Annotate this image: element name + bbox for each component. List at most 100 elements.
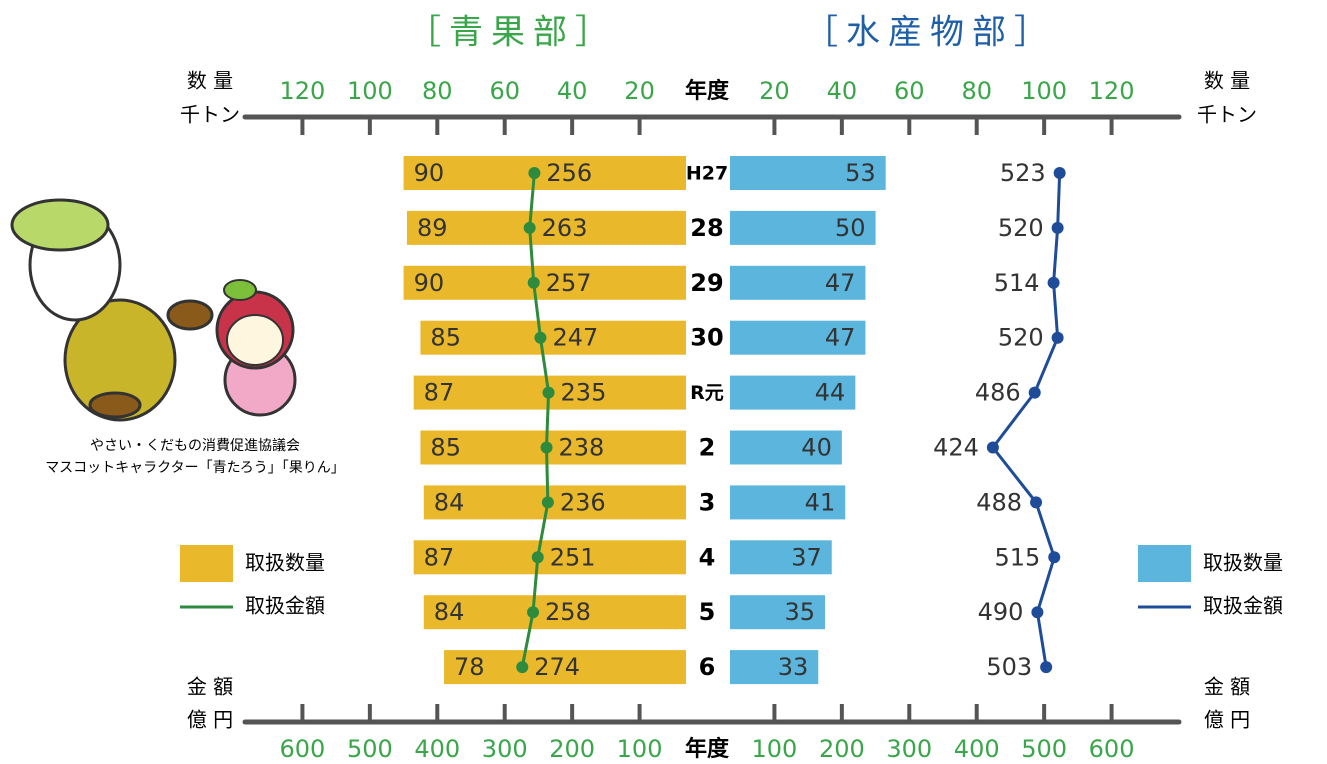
value-label: 256 [546,159,592,187]
tick-label: 20 [624,77,655,105]
value-label: 490 [978,598,1024,626]
value-label: 486 [975,379,1021,407]
center-label: 年度 [685,736,730,762]
bar [730,210,876,245]
tick-label: 500 [1021,735,1067,763]
bar [730,375,856,410]
point [542,386,555,399]
value-label: 520 [998,324,1044,352]
legend-swatch [180,545,233,582]
value-label: 258 [545,598,591,626]
bar [730,485,846,520]
tick-label: 40 [827,77,858,105]
point [1030,496,1043,509]
caption: マスコットキャラクター「青たろう」「果りん」 [45,460,345,476]
point [1051,331,1064,344]
tick-label: 60 [489,77,520,105]
legend-label: 取扱数量 [245,551,325,575]
point [986,441,999,454]
tick-label: 100 [1021,77,1067,105]
bar [406,210,686,245]
value-label: 523 [1000,159,1046,187]
legend-label: 取扱数量 [1203,551,1283,575]
value-label: 274 [534,653,580,681]
category-label: 29 [690,269,723,297]
bar [730,156,886,190]
category-label: 5 [699,598,716,626]
value-label: 85 [430,434,461,462]
legend-label: 取扱金額 [245,594,325,618]
value-label: 514 [994,269,1040,297]
point [1028,386,1041,399]
value-label: 50 [835,214,866,242]
point [540,441,553,454]
value-label: 37 [791,543,822,571]
value-label: 87 [424,543,455,571]
value-label: 53 [845,159,876,187]
category-label: 3 [699,488,716,516]
value-label: 90 [414,159,445,187]
value-label: 35 [784,598,815,626]
value-label: 236 [560,488,606,516]
value-label: 47 [825,269,856,297]
point [527,606,540,619]
point [1040,661,1053,674]
category-label: 28 [690,214,723,242]
tick-label: 400 [954,735,1000,763]
axis-label: 億 円 [1204,708,1250,732]
value-label: 33 [778,653,809,681]
tick-label: 600 [1089,735,1135,763]
point [1051,221,1064,234]
point [516,661,529,674]
tick-label: 200 [549,735,595,763]
axis-label: 億 円 [187,708,233,732]
legend-label: 取扱金額 [1203,594,1283,618]
axis-label: 金 額 [1204,675,1250,699]
tick-label: 120 [280,77,326,105]
value-label: 78 [454,653,485,681]
value-label: 89 [417,214,448,242]
category-label: 30 [690,324,723,352]
bar [423,595,686,630]
axis-label: 数 量 [1204,69,1250,93]
tick-label: 100 [752,735,798,763]
tick-label: 120 [1089,77,1135,105]
bar [730,650,819,685]
bar [420,320,686,355]
point [531,551,544,564]
value-label: 257 [546,269,592,297]
value-label: 84 [434,488,465,516]
axis-label: 千トン [180,103,240,127]
point [1053,167,1066,179]
value-label: 251 [550,543,596,571]
category-label: R元 [690,382,724,404]
tick-label: 300 [886,735,932,763]
bar [730,430,842,465]
point [1048,551,1061,564]
bar [413,540,686,575]
value-label: 424 [933,434,979,462]
title-right: ［水産物部］ [804,13,1056,53]
value-label: 503 [986,653,1032,681]
value-label: 41 [805,488,836,516]
value-label: 87 [424,379,455,407]
tick-label: 500 [347,735,393,763]
bar [730,320,866,355]
value-label: 520 [998,214,1044,242]
bar [730,540,832,575]
bar [444,650,686,685]
point [534,331,547,344]
point [527,276,540,289]
line [991,172,1062,668]
category-label: H27 [686,163,728,185]
bar [403,265,686,300]
value-label: 40 [801,434,832,462]
value-label: 515 [994,543,1040,571]
center-label: 年度 [685,78,730,104]
bar [420,430,686,465]
mascots [10,198,297,422]
axis-label: 数 量 [187,69,233,93]
value-label: 238 [559,434,605,462]
value-label: 90 [414,269,445,297]
